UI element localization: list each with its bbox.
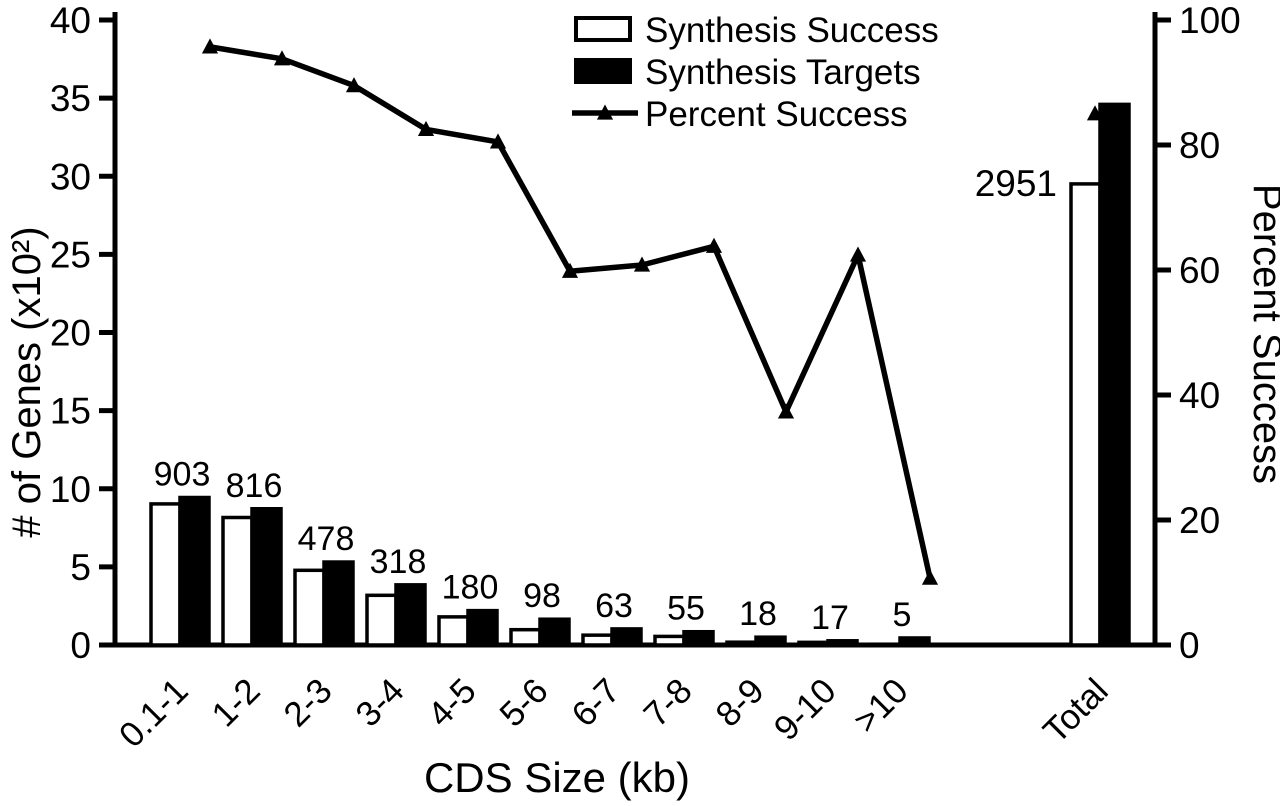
triangle-marker — [633, 256, 651, 272]
bar — [682, 629, 715, 647]
x-axis-labels: 0.1-1 1-2 2-3 3-4 4-5 5-6 6-7 7-8 8-99-10 >10 Tota… — [112, 671, 1116, 755]
triangle-marker — [921, 569, 939, 585]
x-tick-label: 3-4 — [348, 671, 411, 734]
x-axis-title: CDS Size (kb) — [424, 754, 690, 801]
bar — [538, 617, 571, 647]
right-tick-label: 60 — [1179, 250, 1220, 291]
triangle-marker — [273, 50, 291, 66]
bar — [250, 507, 283, 647]
bar — [221, 515, 254, 647]
triangle-marker — [201, 38, 219, 54]
left-tick-label: 30 — [50, 156, 91, 197]
bar — [797, 640, 830, 647]
bar-value-labels: 903 816 478 318 180 98 63 55 18 17 5 2951 — [154, 163, 1057, 637]
x-tick-label: 0.1-1 — [112, 671, 196, 755]
x-tick-label: 2-3 — [276, 671, 339, 734]
bar-value-label: 816 — [226, 467, 283, 505]
triangle-marker — [345, 77, 363, 93]
triangle-marker — [705, 237, 723, 253]
legend-swatch-synthesis-success — [574, 16, 632, 42]
bar-value-label: 17 — [811, 599, 849, 637]
triangle-marker — [489, 133, 507, 149]
right-axis-ticks: 0 20 40 60 80 100 — [1155, 0, 1241, 666]
triangle-marker — [849, 246, 867, 262]
legend-label-percent-success: Percent Success — [645, 95, 908, 134]
left-axis-ticks: 0 5 10 15 20 25 30 35 40 — [50, 0, 115, 666]
x-tick-label: 4-5 — [420, 671, 483, 734]
bar — [581, 633, 614, 647]
bar-value-label: 2951 — [975, 163, 1057, 204]
bar — [178, 495, 211, 647]
bar-value-label: 98 — [523, 577, 561, 615]
bar — [725, 640, 758, 647]
x-tick-label: >10 — [846, 671, 916, 741]
bar-value-label: 63 — [595, 587, 633, 625]
bar — [610, 627, 643, 647]
x-tick-label: 7-8 — [636, 671, 699, 734]
right-tick-label: 0 — [1179, 625, 1200, 666]
bars-synthesis-targets — [178, 102, 1131, 647]
left-tick-label: 10 — [50, 469, 91, 510]
bar-value-label: 478 — [298, 520, 355, 558]
right-tick-label: 20 — [1179, 500, 1220, 541]
right-tick-label: 100 — [1179, 0, 1241, 41]
bar — [149, 502, 182, 647]
bar-value-label: 318 — [370, 543, 427, 581]
left-axis-title: # of Genes (x10²) — [5, 226, 49, 537]
bar — [394, 583, 427, 647]
bar — [509, 627, 542, 647]
left-tick-label: 40 — [50, 0, 91, 41]
left-tick-label: 20 — [50, 313, 91, 354]
bar — [437, 615, 470, 647]
legend-label-synthesis-targets: Synthesis Targets — [645, 53, 921, 92]
bar — [1098, 102, 1131, 647]
left-tick-label: 25 — [50, 234, 91, 275]
bar-value-label: 180 — [442, 569, 499, 607]
bar — [869, 642, 902, 647]
bar-value-label: 903 — [154, 456, 211, 494]
bar-value-label: 55 — [667, 590, 705, 628]
bar — [653, 634, 686, 647]
left-tick-label: 5 — [70, 547, 91, 588]
bar-value-label: 18 — [739, 595, 777, 633]
bar — [365, 593, 398, 647]
bar — [293, 568, 326, 647]
percent-success-line — [201, 38, 1104, 585]
triangle-marker — [561, 262, 579, 278]
bar — [898, 636, 931, 647]
triangle-marker — [777, 403, 795, 419]
bar — [322, 560, 355, 647]
bar — [826, 639, 859, 647]
right-tick-label: 40 — [1179, 375, 1220, 416]
x-tick-label: 8-9 — [708, 671, 771, 734]
x-tick-label: 6-7 — [564, 671, 627, 734]
right-axis-title: Percent Success — [1245, 184, 1280, 484]
bars-synthesis-success — [149, 182, 1102, 647]
left-tick-label: 0 — [70, 625, 91, 666]
triangle-marker — [1086, 105, 1104, 121]
bar — [754, 635, 787, 647]
bar — [1069, 182, 1102, 647]
x-tick-label: 5-6 — [492, 671, 555, 734]
left-tick-label: 15 — [50, 391, 91, 432]
bar — [466, 608, 499, 647]
left-tick-label: 35 — [50, 78, 91, 119]
bar-value-label: 5 — [893, 596, 912, 634]
x-tick-label: Total — [1036, 671, 1116, 751]
x-tick-label: 9-10 — [767, 671, 844, 748]
legend-label-synthesis-success: Synthesis Success — [645, 11, 939, 50]
triangle-marker — [417, 120, 435, 137]
x-tick-label: 1-2 — [204, 671, 267, 734]
right-tick-label: 80 — [1179, 125, 1220, 166]
triangle-marker — [596, 104, 614, 120]
legend-swatch-synthesis-targets — [574, 58, 632, 84]
